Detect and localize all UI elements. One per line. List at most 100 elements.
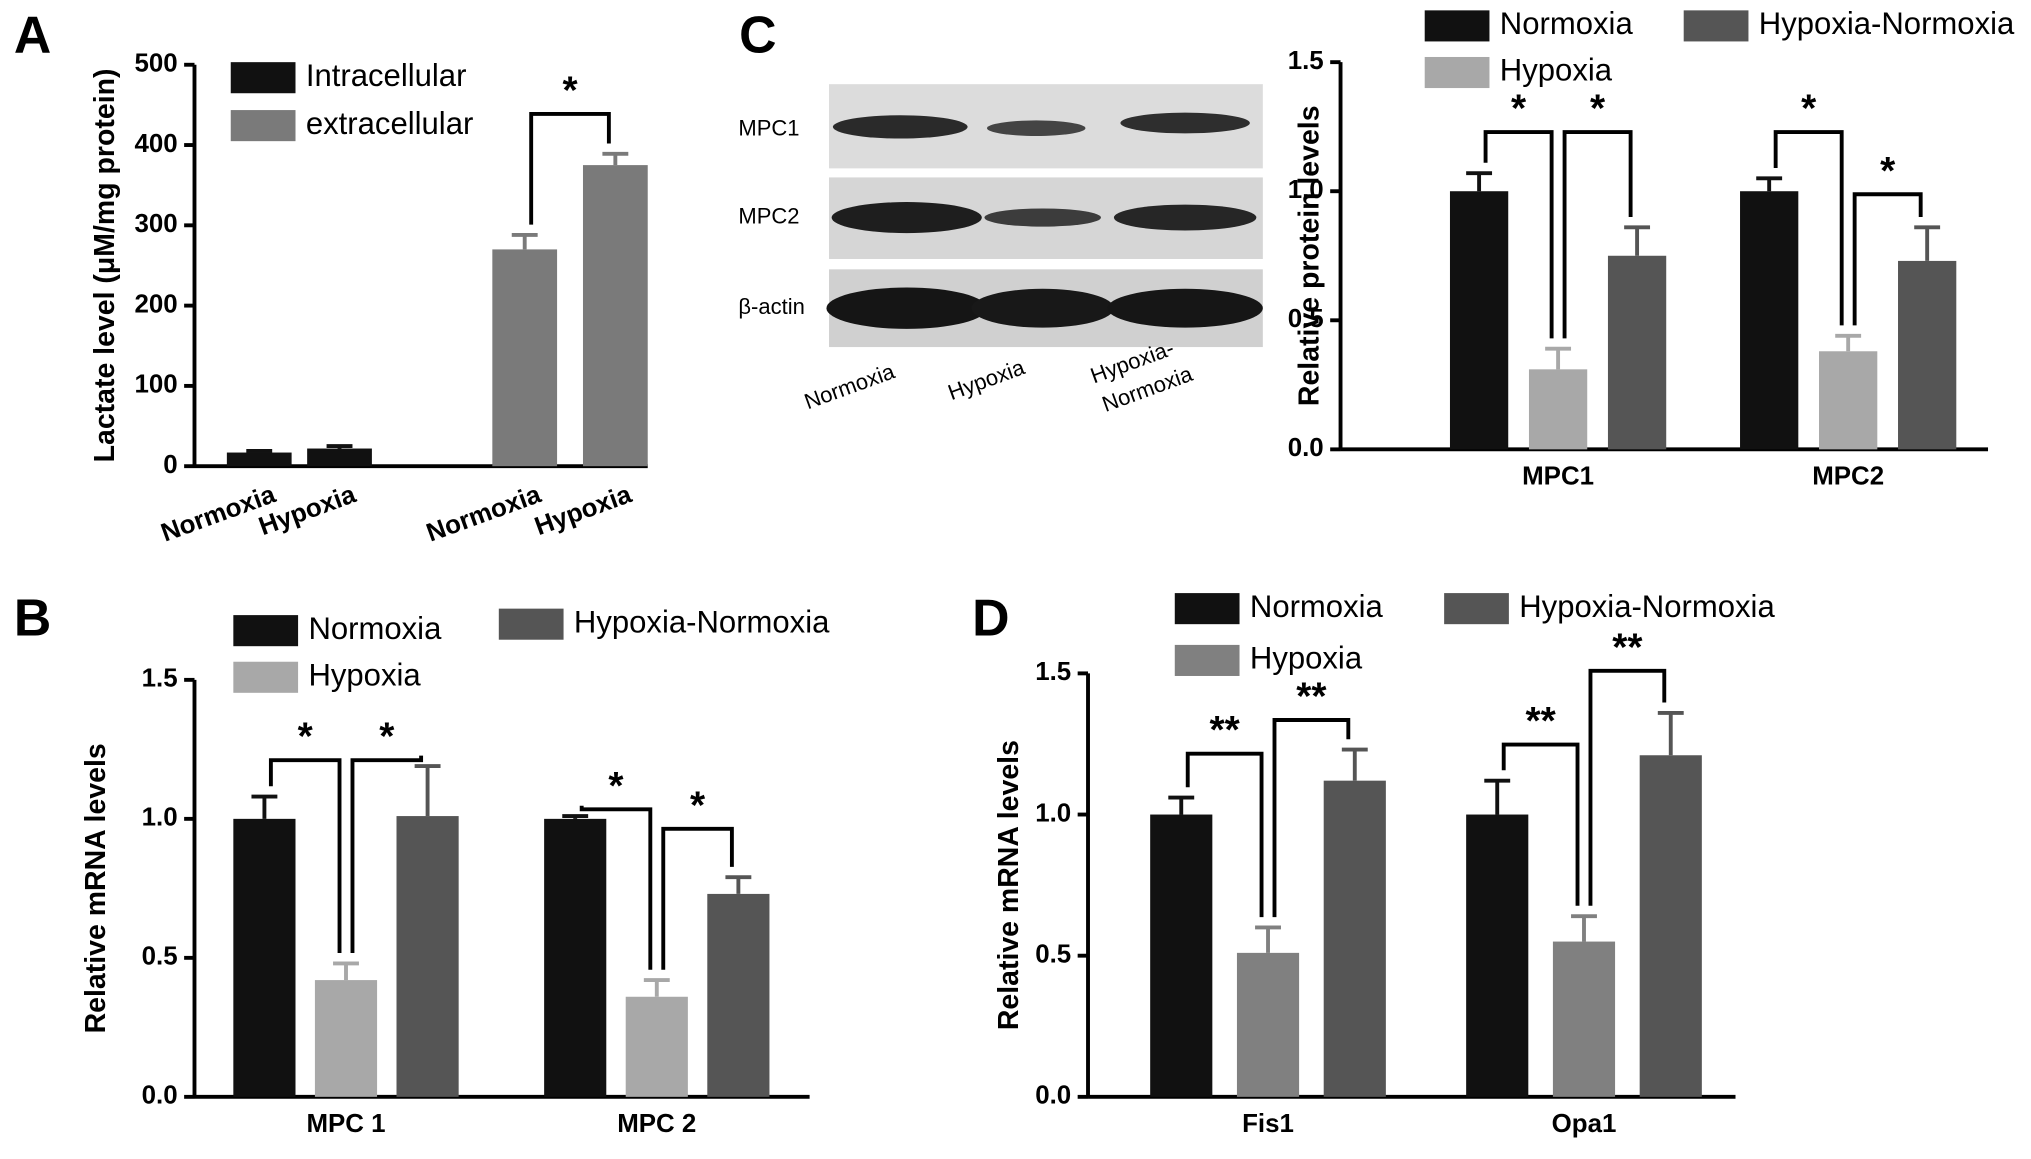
y-tick-label: 0.5	[142, 943, 178, 971]
error-bar	[1756, 176, 1783, 192]
legend-swatch	[233, 615, 299, 647]
blot-band	[826, 287, 988, 329]
significance-label: **	[1612, 626, 1643, 669]
blot-band	[1107, 288, 1263, 328]
x-tick-label: Hypoxia	[531, 480, 636, 541]
legend-swatch	[1444, 593, 1509, 625]
error-bar	[1255, 925, 1281, 953]
legend-swatch	[1174, 593, 1240, 625]
significance-bracket	[1562, 130, 1633, 339]
bar	[1528, 369, 1588, 450]
panel-label: A	[14, 6, 51, 64]
significance-bracket	[1185, 751, 1264, 918]
legend-label: Hypoxia-Normoxia	[574, 604, 830, 639]
error-bar	[333, 961, 359, 981]
y-tick-label: 400	[134, 130, 177, 158]
x-tick-label: MPC 2	[617, 1110, 696, 1138]
legend-swatch	[1424, 10, 1490, 42]
panel-label: C	[739, 6, 776, 64]
significance-bracket	[350, 755, 424, 954]
blot-row-label: MPC1	[738, 115, 799, 140]
blot-lane-label: Hypoxia	[945, 354, 1029, 405]
blot-lane-label: Normoxia	[801, 358, 899, 414]
bar	[314, 980, 378, 1097]
significance-label: *	[298, 716, 314, 759]
y-tick-label: 100	[134, 371, 177, 399]
significance-bracket	[661, 826, 734, 970]
error-bar	[643, 978, 670, 997]
x-tick-label: MPC1	[1522, 463, 1594, 491]
error-bar	[1484, 778, 1511, 815]
legend-label: extracellular	[306, 106, 473, 141]
error-bar	[414, 764, 441, 817]
significance-bracket	[1272, 718, 1351, 918]
significance-label: *	[379, 716, 395, 759]
bar	[1607, 255, 1667, 450]
error-bar	[1624, 225, 1651, 256]
x-tick-label: MPC2	[1812, 463, 1884, 491]
bar	[307, 448, 372, 467]
error-bar	[1571, 914, 1597, 942]
significance-label: *	[1801, 88, 1817, 131]
y-tick-label: 200	[134, 290, 177, 318]
legend-label: Hypoxia	[308, 657, 421, 692]
error-bar	[1835, 333, 1862, 352]
legend-label: Normoxia	[1500, 6, 1634, 41]
y-tick-label: 300	[134, 210, 177, 238]
significance-label: **	[1296, 676, 1327, 719]
y-axis-label: Relative mRNA levels	[993, 740, 1025, 1030]
bar	[233, 818, 296, 1097]
bar	[1236, 952, 1300, 1097]
x-tick-label: Normoxia	[423, 480, 545, 547]
significance-bracket	[1773, 130, 1844, 326]
bar	[1898, 260, 1957, 450]
blot-band	[984, 208, 1101, 227]
error-bar	[326, 444, 353, 449]
y-tick-label: 500	[134, 50, 177, 78]
panel-label: D	[972, 588, 1009, 646]
legend-label: Hypoxia-Normoxia	[1759, 6, 2015, 41]
significance-label: *	[1511, 88, 1527, 131]
legend-swatch	[230, 110, 296, 142]
blot-band	[1113, 204, 1257, 231]
x-tick-label: Fis1	[1242, 1110, 1294, 1138]
legend-label: Hypoxia	[1250, 641, 1363, 676]
blot-band	[831, 202, 982, 234]
error-bar	[1341, 747, 1368, 781]
bar	[1740, 191, 1799, 450]
legend-label: Intracellular	[306, 58, 467, 93]
y-axis-label: Lactate level (μM/mg protein)	[89, 69, 121, 463]
legend-label: Normoxia	[308, 611, 442, 646]
legend-label: Hypoxia-Normoxia	[1519, 589, 1775, 624]
x-tick-label: MPC 1	[306, 1110, 385, 1138]
significance-label: *	[562, 70, 578, 113]
y-tick-label: 0	[163, 451, 177, 479]
y-axis-label: Relative mRNA levels	[80, 743, 112, 1033]
blot	[826, 84, 1263, 348]
legend-swatch	[233, 661, 299, 693]
error-bar	[562, 814, 589, 819]
legend-label: Hypoxia	[1500, 53, 1613, 88]
bar	[1150, 814, 1213, 1097]
significance-bracket	[1483, 130, 1554, 339]
error-bar	[511, 233, 538, 250]
error-bar	[602, 151, 629, 166]
error-bar	[1466, 171, 1493, 192]
legend-swatch	[230, 62, 296, 94]
bar	[226, 452, 292, 467]
bar	[544, 818, 607, 1097]
significance-bracket	[268, 758, 342, 954]
bar	[1639, 755, 1702, 1097]
bar	[396, 816, 459, 1097]
blot-row-label: β-actin	[738, 294, 804, 319]
blot-band	[832, 115, 968, 139]
significance-label: *	[1590, 88, 1606, 131]
error-bar	[1914, 225, 1941, 261]
bar	[1552, 941, 1616, 1097]
legend-swatch	[1683, 10, 1749, 42]
y-tick-label: 1.0	[142, 804, 178, 832]
bar	[625, 996, 688, 1097]
blot-row-label: MPC2	[738, 203, 799, 228]
error-bar	[246, 448, 273, 453]
